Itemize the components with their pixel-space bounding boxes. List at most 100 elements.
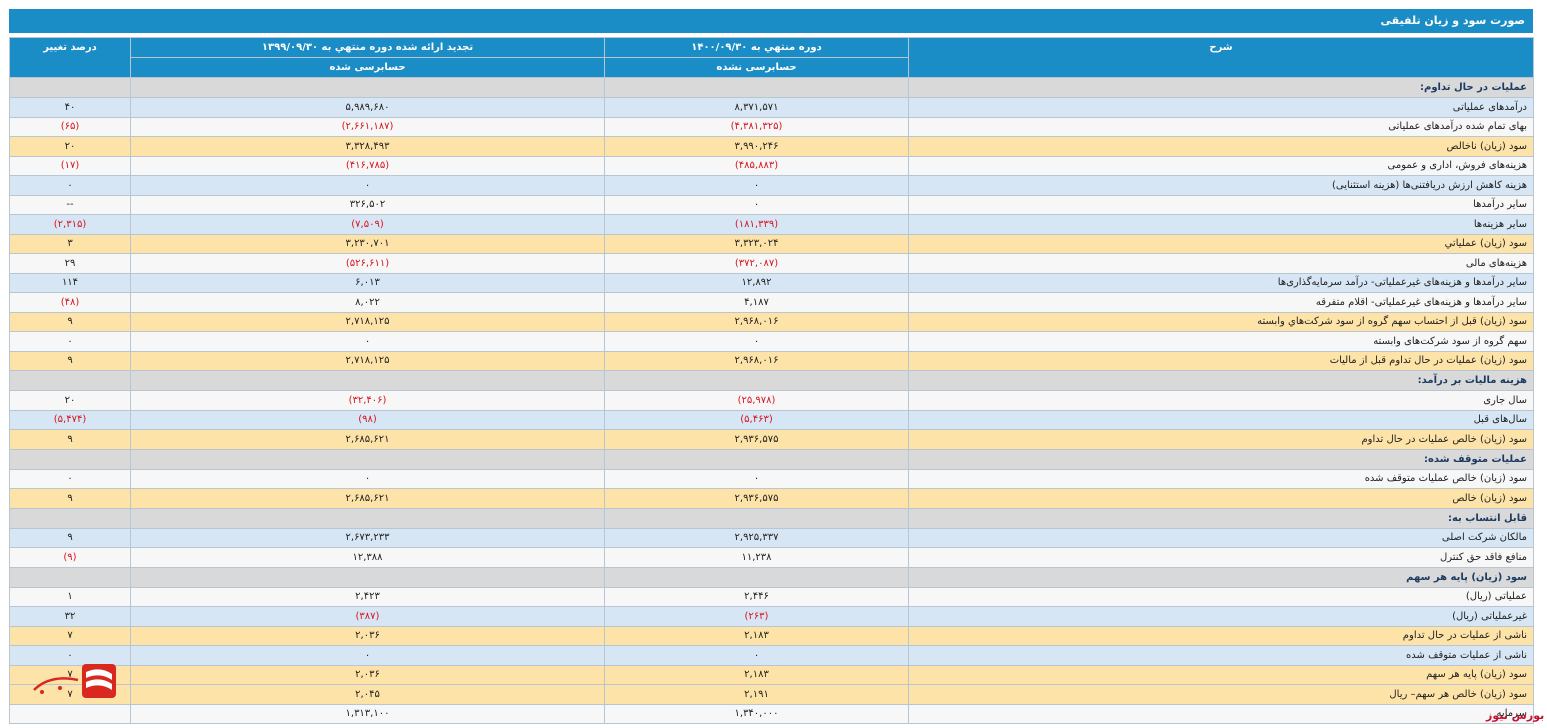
section-cell-prior	[130, 77, 605, 98]
row-label: سایر درآمدها	[908, 194, 1534, 215]
section-row: عملیات متوقف شده:	[9, 448, 1534, 470]
section-label: سود (زیان) پایه هر سهم	[908, 566, 1534, 588]
current-value-cell: ۲,۹۲۵,۳۳۷	[604, 527, 909, 548]
current-value-cell: ۳,۳۲۳,۰۲۴	[604, 233, 909, 254]
current-value-cell: ۰	[604, 468, 909, 489]
change-cell: ۱	[9, 586, 131, 607]
change-cell: ۴۰	[9, 97, 131, 118]
row-label: سود (زيان) خالص عمليات در حال تداوم	[908, 429, 1534, 450]
table-row: ۰ ۰ ۰ سهم گروه از سود شرکت‌های وابسته	[9, 331, 1534, 352]
current-value-cell: ۸,۳۷۱,۵۷۱	[604, 97, 909, 118]
current-value-cell: ۴,۱۸۷	[604, 292, 909, 313]
section-label: هزینه مالیات بر درآمد:	[908, 370, 1534, 391]
table-row: ۰ ۰ ۰ ناشی از عملیات متوقف شده	[9, 645, 1534, 666]
section-cell-current	[604, 566, 909, 588]
section-label: عملیات در حال تداوم:	[908, 77, 1534, 98]
prior-value-cell: ۳۲۶,۵۰۲	[130, 194, 605, 215]
current-value-cell: (۳۷۲,۰۸۷)	[604, 253, 909, 274]
change-cell: ۲۹	[9, 253, 131, 274]
change-cell: ۷	[9, 625, 131, 646]
current-value-cell: ۱۱,۲۳۸	[604, 547, 909, 568]
row-label: سود (زيان) ناخالص	[908, 136, 1534, 157]
prior-value-cell: (۲,۶۶۱,۱۸۷)	[130, 116, 605, 137]
change-cell: (۱۷)	[9, 155, 131, 176]
prior-value-cell: (۷,۵۰۹)	[130, 214, 605, 235]
section-cell-change	[9, 507, 131, 529]
table-row: ۹ ۲,۶۸۵,۶۲۱ ۲,۹۳۶,۵۷۵ سود (زيان) خالص	[9, 488, 1534, 509]
bourse-news-logo-icon	[33, 664, 116, 698]
section-cell-prior	[130, 448, 605, 470]
current-value-cell: ۰	[604, 194, 909, 215]
prior-value-cell: (۴۱۶,۷۸۵)	[130, 155, 605, 176]
current-value-cell: ۲,۹۳۶,۵۷۵	[604, 429, 909, 450]
current-value-cell: (۲۶۳)	[604, 606, 909, 627]
current-value-cell: ۲,۹۶۸,۰۱۶	[604, 311, 909, 332]
change-cell: ۹	[9, 311, 131, 332]
change-cell: ۰	[9, 645, 131, 666]
change-cell: ۰	[9, 331, 131, 352]
current-value-cell: ۲,۱۸۳	[604, 664, 909, 685]
table-row: ۱۱۴ ۶,۰۱۳ ۱۲,۸۹۲ سایر درآمدها و هزینه‌های غ…	[9, 272, 1534, 293]
row-label: سایر درآمدها و هزینه‌های غیرعملیاتی- درآ…	[908, 272, 1534, 293]
section-cell-prior	[130, 507, 605, 529]
section-cell-change	[9, 566, 131, 588]
prior-value-cell: ۲,۷۱۸,۱۲۵	[130, 311, 605, 332]
section-row: سود (زیان) پایه هر سهم	[9, 566, 1534, 588]
header-prior-period: تجدید ارائه شده دوره منتهي به ۱۳۹۹/۰۹/۳۰	[130, 37, 605, 58]
current-value-cell: (۴۸۵,۸۸۳)	[604, 155, 909, 176]
table-row: ۹ ۲,۶۷۳,۲۳۳ ۲,۹۲۵,۳۳۷ مالکان شرکت اصلی	[9, 527, 1534, 548]
current-value-cell: ۱۲,۸۹۲	[604, 272, 909, 293]
current-value-cell: ۲,۹۶۸,۰۱۶	[604, 350, 909, 371]
change-cell: --	[9, 194, 131, 215]
section-cell-change	[9, 77, 131, 98]
row-label: غیرعملیاتی (ریال)	[908, 606, 1534, 627]
prior-value-cell: ۲,۰۳۶	[130, 664, 605, 685]
current-value-cell: (۲۵,۹۷۸)	[604, 390, 909, 411]
prior-value-cell: (۳۸۷)	[130, 606, 605, 627]
current-value-cell: ۰	[604, 175, 909, 196]
current-value-cell: ۱,۳۴۰,۰۰۰	[604, 703, 909, 724]
prior-value-cell: ۱۲,۳۸۸	[130, 547, 605, 568]
section-cell-current	[604, 448, 909, 470]
table-row: (۴۸) ۸,۰۲۲ ۴,۱۸۷ سایر درآمدها و هزینه‌های غ…	[9, 292, 1534, 313]
row-label: سود (زيان) خالص	[908, 488, 1534, 509]
table-row: (۵,۴۷۴) (۹۸) (۵,۴۶۳) سال‌های قبل	[9, 409, 1534, 430]
prior-value-cell: (۳۲,۴۰۶)	[130, 390, 605, 411]
table-row: ۷ ۲,۰۴۵ ۲,۱۹۱ سود (زيان) خالص هر سهم– ريال	[9, 684, 1534, 705]
row-label: هزینه کاهش ارزش دریافتنی‌ها (هزینه استثن…	[908, 175, 1534, 196]
row-label: عملیاتی (ریال)	[908, 586, 1534, 607]
prior-value-cell: ۶,۰۱۳	[130, 272, 605, 293]
current-value-cell: ۰	[604, 331, 909, 352]
current-value-cell: (۵,۴۶۳)	[604, 409, 909, 430]
current-value-cell: ۳,۹۹۰,۲۴۶	[604, 136, 909, 157]
prior-value-cell: ۰	[130, 331, 605, 352]
row-label: سال جاری	[908, 390, 1534, 411]
change-cell: ۱۱۴	[9, 272, 131, 293]
prior-value-cell: ۳,۲۳۰,۷۰۱	[130, 233, 605, 254]
section-cell-current	[604, 370, 909, 391]
table-row: ۴۰ ۵,۹۸۹,۶۸۰ ۸,۳۷۱,۵۷۱ درآمدهای عملیاتی	[9, 97, 1534, 118]
section-row: قابل انتساب به:	[9, 507, 1534, 529]
watermark-text: بورس نیوز	[1486, 709, 1545, 722]
row-label: ناشی از عملیات متوقف شده	[908, 645, 1534, 666]
change-cell: ۰	[9, 175, 131, 196]
table-row: ۳۲ (۳۸۷) (۲۶۳) غیرعملیاتی (ریال)	[9, 606, 1534, 627]
row-label: درآمدهای عملیاتی	[908, 97, 1534, 118]
table-row: ۲۹ (۵۲۶,۶۱۱) (۳۷۲,۰۸۷) هزینه‌های مالی	[9, 253, 1534, 274]
row-label: سایر هزینه‌ها	[908, 214, 1534, 235]
row-label: منافع فاقد حق کنترل	[908, 547, 1534, 568]
table-row: (۲,۳۱۵) (۷,۵۰۹) (۱۸۱,۳۳۹) سایر هزینه‌ها	[9, 214, 1534, 235]
change-cell: ۹	[9, 429, 131, 450]
table-row: ۱ ۲,۴۲۳ ۲,۴۴۶ عملیاتی (ریال)	[9, 586, 1534, 607]
row-label: سود (زيان) خالص عمليات متوقف شده	[908, 468, 1534, 489]
prior-value-cell: (۵۲۶,۶۱۱)	[130, 253, 605, 274]
table-row: ۰ ۰ ۰ سود (زيان) خالص عمليات متوقف شده	[9, 468, 1534, 489]
change-cell: ۲۰	[9, 136, 131, 157]
section-cell-prior	[130, 370, 605, 391]
row-label: سایر درآمدها و هزینه‌های غیرعملیاتی- اقل…	[908, 292, 1534, 313]
prior-value-cell: ۱,۳۱۳,۱۰۰	[130, 703, 605, 724]
section-row: عملیات در حال تداوم:	[9, 77, 1534, 98]
change-cell	[9, 703, 131, 724]
header-prior-audit: حسابرسی شده	[130, 57, 605, 78]
prior-value-cell: ۰	[130, 468, 605, 489]
